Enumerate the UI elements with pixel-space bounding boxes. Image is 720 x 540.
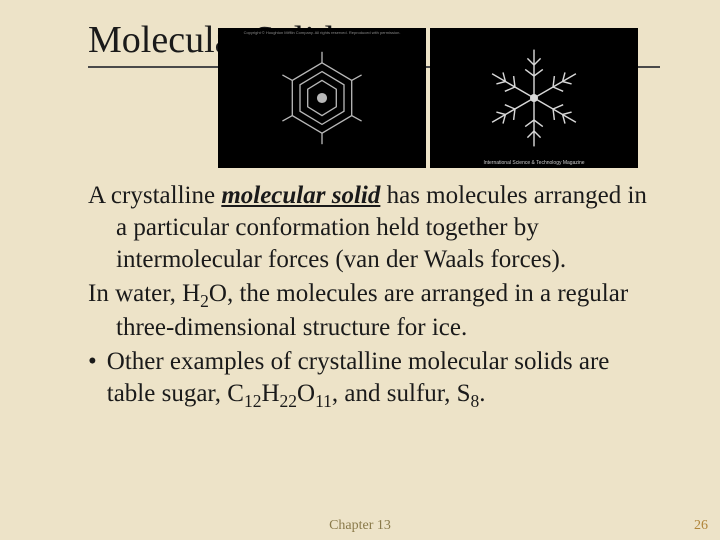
b-s1: 12: [244, 391, 262, 411]
footer-page-number: 26: [694, 518, 708, 534]
image-caption: International Science & Technology Magaz…: [430, 160, 638, 166]
bullet-item: • Other examples of crystalline molecula…: [88, 346, 660, 412]
b-m2: O: [297, 380, 315, 407]
snowflake-image-2: International Science & Technology Magaz…: [430, 28, 638, 168]
b-s3: 11: [315, 391, 332, 411]
image-row: Copyright © Houghton Mifflin Company. Al…: [218, 28, 638, 168]
p2-sub1: 2: [200, 291, 209, 311]
b-m3: , and sulfur, S: [332, 380, 471, 407]
bullet-marker: •: [88, 346, 97, 378]
b-s2: 22: [280, 391, 298, 411]
bullet-text: Other examples of crystalline molecular …: [107, 346, 660, 412]
p1-pre: A crystalline: [88, 182, 221, 209]
slide-container: Molecular Solids Copyright © Houghton Mi…: [0, 0, 720, 540]
body-text: A crystalline molecular solid has molecu…: [88, 180, 660, 413]
paragraph-2: In water, H2O, the molecules are arrange…: [88, 278, 660, 344]
snowflake-image-1: Copyright © Houghton Mifflin Company. Al…: [218, 28, 426, 168]
footer-chapter: Chapter 13: [0, 518, 720, 534]
b-s4: 8: [471, 391, 480, 411]
p1-emphasis: molecular solid: [221, 182, 380, 209]
b-m1: H: [261, 380, 279, 407]
b-end: .: [479, 380, 485, 407]
snowflake-icon-2: [479, 43, 589, 153]
p2-pre: In water, H: [88, 280, 200, 307]
paragraph-1: A crystalline molecular solid has molecu…: [88, 180, 660, 276]
snowflake-icon-1: [267, 43, 377, 153]
image-copyright: Copyright © Houghton Mifflin Company. Al…: [218, 30, 426, 35]
